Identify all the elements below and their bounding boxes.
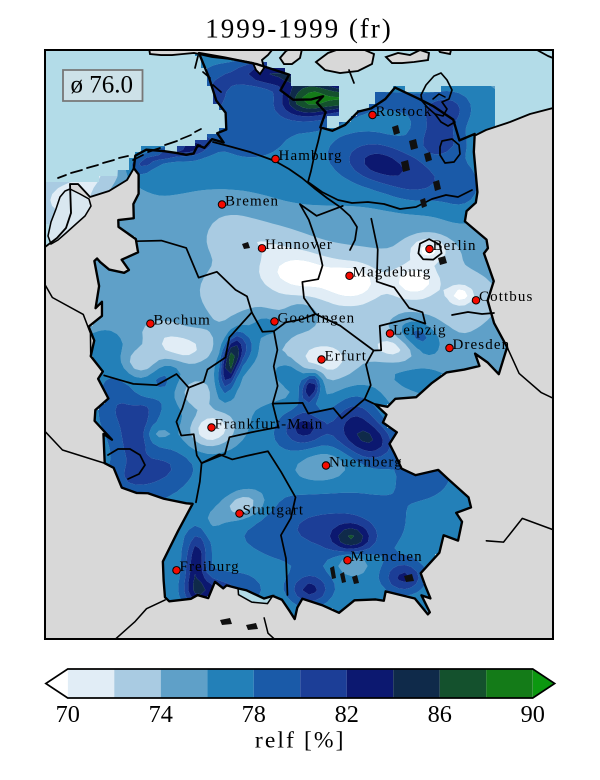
- svg-text:Goettingen: Goettingen: [278, 310, 356, 326]
- svg-text:Frankfurt-Main: Frankfurt-Main: [215, 416, 324, 432]
- svg-text:74: 74: [149, 701, 173, 728]
- svg-text:ø 76.0: ø 76.0: [71, 72, 134, 99]
- svg-text:Berlin: Berlin: [433, 238, 477, 254]
- svg-text:70: 70: [56, 701, 80, 728]
- svg-text:Leipzig: Leipzig: [393, 322, 447, 338]
- svg-text:Erfurt: Erfurt: [325, 348, 367, 364]
- svg-text:relf [%]: relf [%]: [255, 728, 346, 754]
- svg-text:Hamburg: Hamburg: [279, 148, 343, 164]
- svg-text:Cottbus: Cottbus: [479, 289, 533, 305]
- svg-text:86: 86: [428, 701, 452, 728]
- svg-text:90: 90: [521, 701, 545, 728]
- svg-text:Hannover: Hannover: [265, 237, 333, 253]
- svg-text:Nuernberg: Nuernberg: [329, 454, 403, 470]
- svg-text:Muenchen: Muenchen: [351, 549, 423, 565]
- svg-text:Stuttgart: Stuttgart: [243, 502, 305, 518]
- svg-text:78: 78: [242, 701, 266, 728]
- svg-text:Dresden: Dresden: [452, 337, 510, 353]
- svg-text:Freiburg: Freiburg: [180, 559, 240, 575]
- svg-text:1999-1999 (fr): 1999-1999 (fr): [205, 14, 392, 44]
- svg-text:82: 82: [335, 701, 359, 728]
- svg-text:Bremen: Bremen: [225, 193, 279, 209]
- svg-text:Rostock: Rostock: [375, 104, 432, 120]
- svg-text:Magdeburg: Magdeburg: [353, 265, 432, 281]
- svg-text:Bochum: Bochum: [153, 312, 211, 328]
